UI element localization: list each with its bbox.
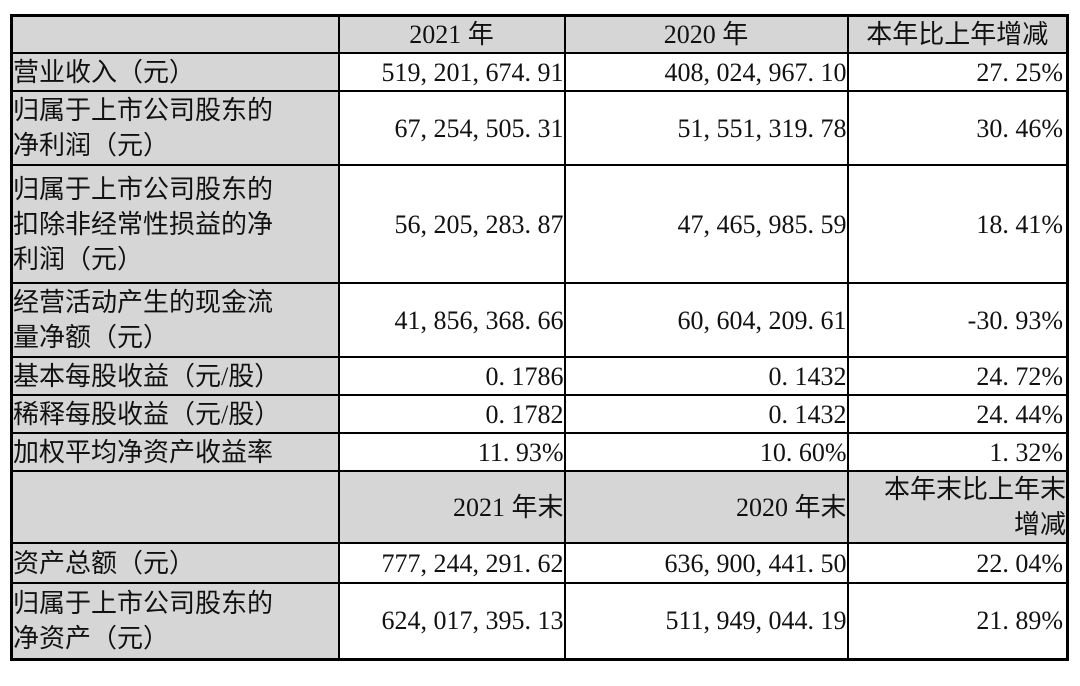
value-change: 24. 72% [846, 356, 1069, 396]
value-2021: 519, 201, 674. 91 [337, 52, 566, 92]
table-row-net-profit-excl-nonrecurring: 归属于上市公司股东的 扣除非经常性损益的净 利润（元） 56, 205, 283… [10, 164, 1069, 284]
value-2021: 777, 244, 291. 62 [337, 542, 566, 584]
value-change: 1. 32% [846, 432, 1069, 472]
value-change: 21. 89% [846, 582, 1069, 660]
value-change: 24. 44% [846, 394, 1069, 434]
value-change: 30. 46% [846, 90, 1069, 166]
value-2020: 0. 1432 [563, 394, 849, 434]
col-header-yearend-change: 本年末比上年末 增减 [846, 470, 1069, 544]
table-row-revenue: 营业收入（元） 519, 201, 674. 91 408, 024, 967.… [10, 52, 1069, 92]
row-label: 基本每股收益（元/股） [10, 356, 340, 396]
value-2021: 56, 205, 283. 87 [337, 164, 566, 284]
col-header-2020-yearend: 2020 年末 [563, 470, 849, 544]
value-2020: 10. 60% [563, 432, 849, 472]
annual-header-blank [10, 14, 340, 54]
financial-summary-table: 2021 年 2020 年 本年比上年增减 营业收入（元） 519, 201, … [10, 14, 1069, 661]
value-change: 27. 25% [846, 52, 1069, 92]
value-2020: 511, 949, 044. 19 [563, 582, 849, 660]
value-2020: 0. 1432 [563, 356, 849, 396]
row-label: 经营活动产生的现金流 量净额（元） [10, 282, 340, 358]
value-change: 18. 41% [846, 164, 1069, 284]
value-2020: 60, 604, 209. 61 [563, 282, 849, 358]
value-2021: 11. 93% [337, 432, 566, 472]
financial-summary: 2021 年 2020 年 本年比上年增减 营业收入（元） 519, 201, … [10, 14, 1069, 661]
value-2020: 47, 465, 985. 59 [563, 164, 849, 284]
table-row-basic-eps: 基本每股收益（元/股） 0. 1786 0. 1432 24. 72% [10, 356, 1069, 396]
yearend-header-row: 2021 年末 2020 年末 本年末比上年末 增减 [10, 470, 1069, 544]
table-row-weighted-avg-roe: 加权平均净资产收益率 11. 93% 10. 60% 1. 32% [10, 432, 1069, 472]
row-label: 归属于上市公司股东的 净利润（元） [10, 90, 340, 166]
row-label: 稀释每股收益（元/股） [10, 394, 340, 434]
value-change: -30. 93% [846, 282, 1069, 358]
row-label: 加权平均净资产收益率 [10, 432, 340, 472]
col-header-2021-yearend: 2021 年末 [337, 470, 566, 544]
value-change: 22. 04% [846, 542, 1069, 584]
annual-header-row: 2021 年 2020 年 本年比上年增减 [10, 14, 1069, 54]
table-row-operating-cash-flow: 经营活动产生的现金流 量净额（元） 41, 856, 368. 66 60, 6… [10, 282, 1069, 358]
row-label: 归属于上市公司股东的 扣除非经常性损益的净 利润（元） [10, 164, 340, 284]
row-label: 资产总额（元） [10, 542, 340, 584]
row-label: 归属于上市公司股东的 净资产（元） [10, 582, 340, 660]
value-2021: 67, 254, 505. 31 [337, 90, 566, 166]
value-2021: 624, 017, 395. 13 [337, 582, 566, 660]
table-row-net-assets: 归属于上市公司股东的 净资产（元） 624, 017, 395. 13 511,… [10, 582, 1069, 660]
value-2021: 41, 856, 368. 66 [337, 282, 566, 358]
value-2020: 51, 551, 319. 78 [563, 90, 849, 166]
value-2020: 636, 900, 441. 50 [563, 542, 849, 584]
table-row-diluted-eps: 稀释每股收益（元/股） 0. 1782 0. 1432 24. 44% [10, 394, 1069, 434]
yearend-header-blank [10, 470, 340, 544]
table-row-total-assets: 资产总额（元） 777, 244, 291. 62 636, 900, 441.… [10, 542, 1069, 584]
value-2021: 0. 1786 [337, 356, 566, 396]
col-header-2021: 2021 年 [337, 14, 566, 54]
col-header-2020: 2020 年 [563, 14, 849, 54]
table-row-net-profit: 归属于上市公司股东的 净利润（元） 67, 254, 505. 31 51, 5… [10, 90, 1069, 166]
value-2021: 0. 1782 [337, 394, 566, 434]
row-label: 营业收入（元） [10, 52, 340, 92]
value-2020: 408, 024, 967. 10 [563, 52, 849, 92]
col-header-yoy-change: 本年比上年增减 [846, 14, 1069, 54]
